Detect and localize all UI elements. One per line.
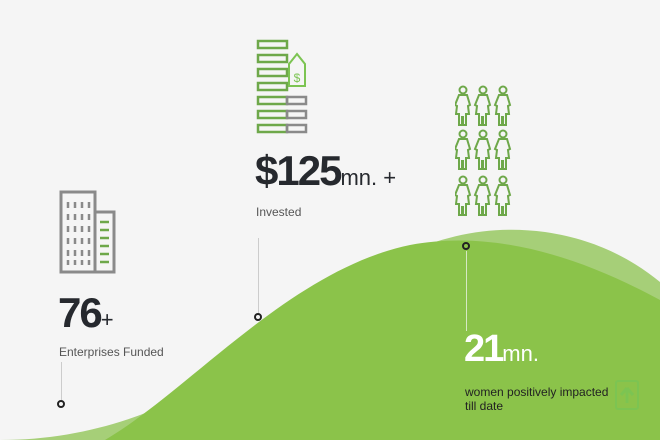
- stat-enterprises-value: 76+: [58, 292, 114, 334]
- timeline-pin: [57, 400, 65, 408]
- timeline-line: [61, 362, 62, 400]
- timeline-pin: [462, 242, 470, 250]
- stat-women-label: women positively impacted till date: [465, 385, 608, 413]
- stat-value: $125: [255, 147, 342, 194]
- timeline-line: [258, 238, 259, 313]
- buildings-icon: [59, 190, 116, 274]
- arrow-up-icon: [620, 387, 634, 403]
- stat-invested-label: Invested: [256, 205, 302, 219]
- women-group-icon: [455, 85, 511, 216]
- stat-suffix: mn. +: [340, 165, 397, 190]
- stat-suffix: +: [100, 307, 114, 332]
- stat-value: 21: [464, 328, 504, 370]
- timeline-line: [466, 251, 467, 331]
- stat-suffix: mn.: [502, 341, 539, 366]
- stat-enterprises-label: Enterprises Funded: [59, 345, 164, 359]
- label-line: women positively impacted: [465, 385, 609, 399]
- scroll-to-top-button[interactable]: [615, 380, 639, 410]
- stat-value: 76: [58, 289, 103, 336]
- label-line: till date: [465, 399, 504, 413]
- svg-text:$: $: [294, 71, 301, 85]
- stat-women-value: 21mn.: [464, 330, 539, 368]
- timeline-pin: [254, 313, 262, 321]
- money-stack-tag-icon: $: [256, 39, 308, 134]
- stat-invested-value: $125mn. +: [255, 150, 396, 192]
